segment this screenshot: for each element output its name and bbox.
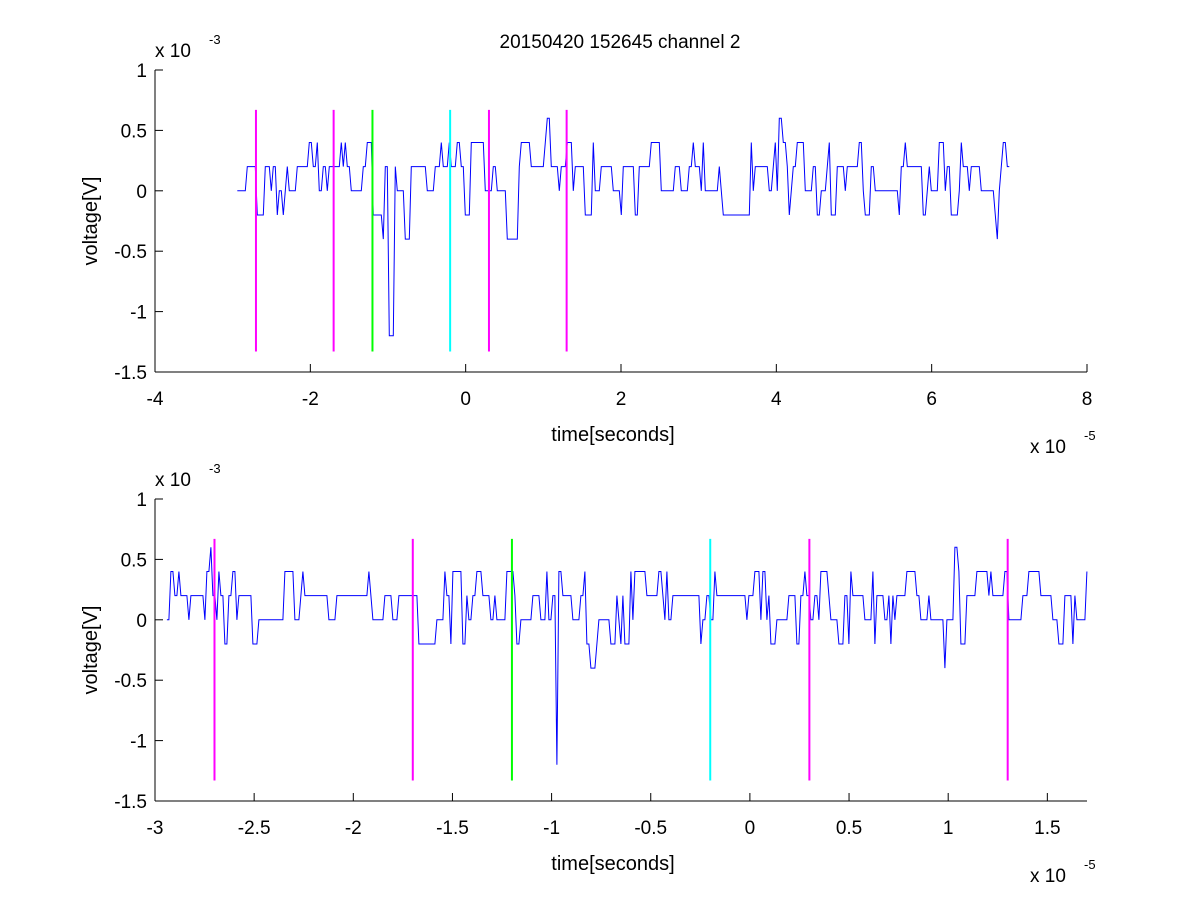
- x-multiplier-exponent: -5: [1084, 857, 1096, 872]
- y-tick-label: -0.5: [114, 242, 147, 263]
- x-tick-label: -1.5: [436, 818, 469, 839]
- y-tick-label: 1: [136, 61, 147, 82]
- y-tick-label: -1: [130, 732, 147, 753]
- x-tick-label: -4: [147, 389, 164, 410]
- y-tick-label: -1.5: [114, 363, 147, 384]
- y-tick-label: -1.5: [114, 792, 147, 813]
- x-axis-label: time[seconds]: [551, 424, 674, 446]
- x-tick-label: -2: [302, 389, 319, 410]
- x-tick-label: -0.5: [634, 818, 667, 839]
- x-tick-label: -2: [345, 818, 362, 839]
- y-multiplier-exponent: -3: [209, 32, 221, 47]
- y-tick-label: 1: [136, 490, 147, 511]
- y-tick-label: 0.5: [121, 121, 147, 142]
- y-multiplier: x 10: [155, 41, 191, 62]
- y-multiplier-exponent: -3: [209, 461, 221, 476]
- x-tick-label: 1.5: [1034, 818, 1060, 839]
- x-tick-label: 2: [616, 389, 627, 410]
- chart-title: 20150420 152645 channel 2: [500, 32, 741, 53]
- x-tick-label: -2.5: [238, 818, 271, 839]
- x-tick-label: 4: [771, 389, 782, 410]
- plot-bottom: -3 -2.5 -2 -1.5 -1 -0.5 0 0.5 1 1.5 -1.5 -1 -0.5 0 0.5…: [80, 461, 1096, 887]
- x-tick-label: -3: [147, 818, 164, 839]
- x-tick-label: 6: [926, 389, 937, 410]
- y-tick-label: 0.5: [121, 550, 147, 571]
- y-multiplier: x 10: [155, 470, 191, 491]
- x-tick-label: 0: [745, 818, 756, 839]
- y-tick-label: -1: [130, 303, 147, 324]
- x-axis-label: time[seconds]: [551, 853, 674, 875]
- x-tick-label: 0: [460, 389, 471, 410]
- x-tick-label: 0.5: [836, 818, 862, 839]
- x-tick-label: -1: [543, 818, 560, 839]
- y-tick-label: 0: [136, 182, 147, 203]
- signal-trace: [166, 546, 1088, 765]
- x-tick-label: 8: [1082, 389, 1093, 410]
- y-axis-label: voltage[V]: [80, 177, 102, 266]
- signal-trace: [237, 117, 1010, 337]
- x-tick-label: 1: [943, 818, 954, 839]
- y-axis-label: voltage[V]: [80, 606, 102, 695]
- x-multiplier-exponent: -5: [1084, 428, 1096, 443]
- y-tick-label: 0: [136, 611, 147, 632]
- plot-top: -4 -2 0 2 4 6 8 -1.5 -1 -0.5 0 0.5 1 time[seconds] vol…: [80, 32, 1096, 458]
- x-multiplier: x 10: [1030, 437, 1066, 458]
- y-tick-label: -0.5: [114, 671, 147, 692]
- x-multiplier: x 10: [1030, 866, 1066, 887]
